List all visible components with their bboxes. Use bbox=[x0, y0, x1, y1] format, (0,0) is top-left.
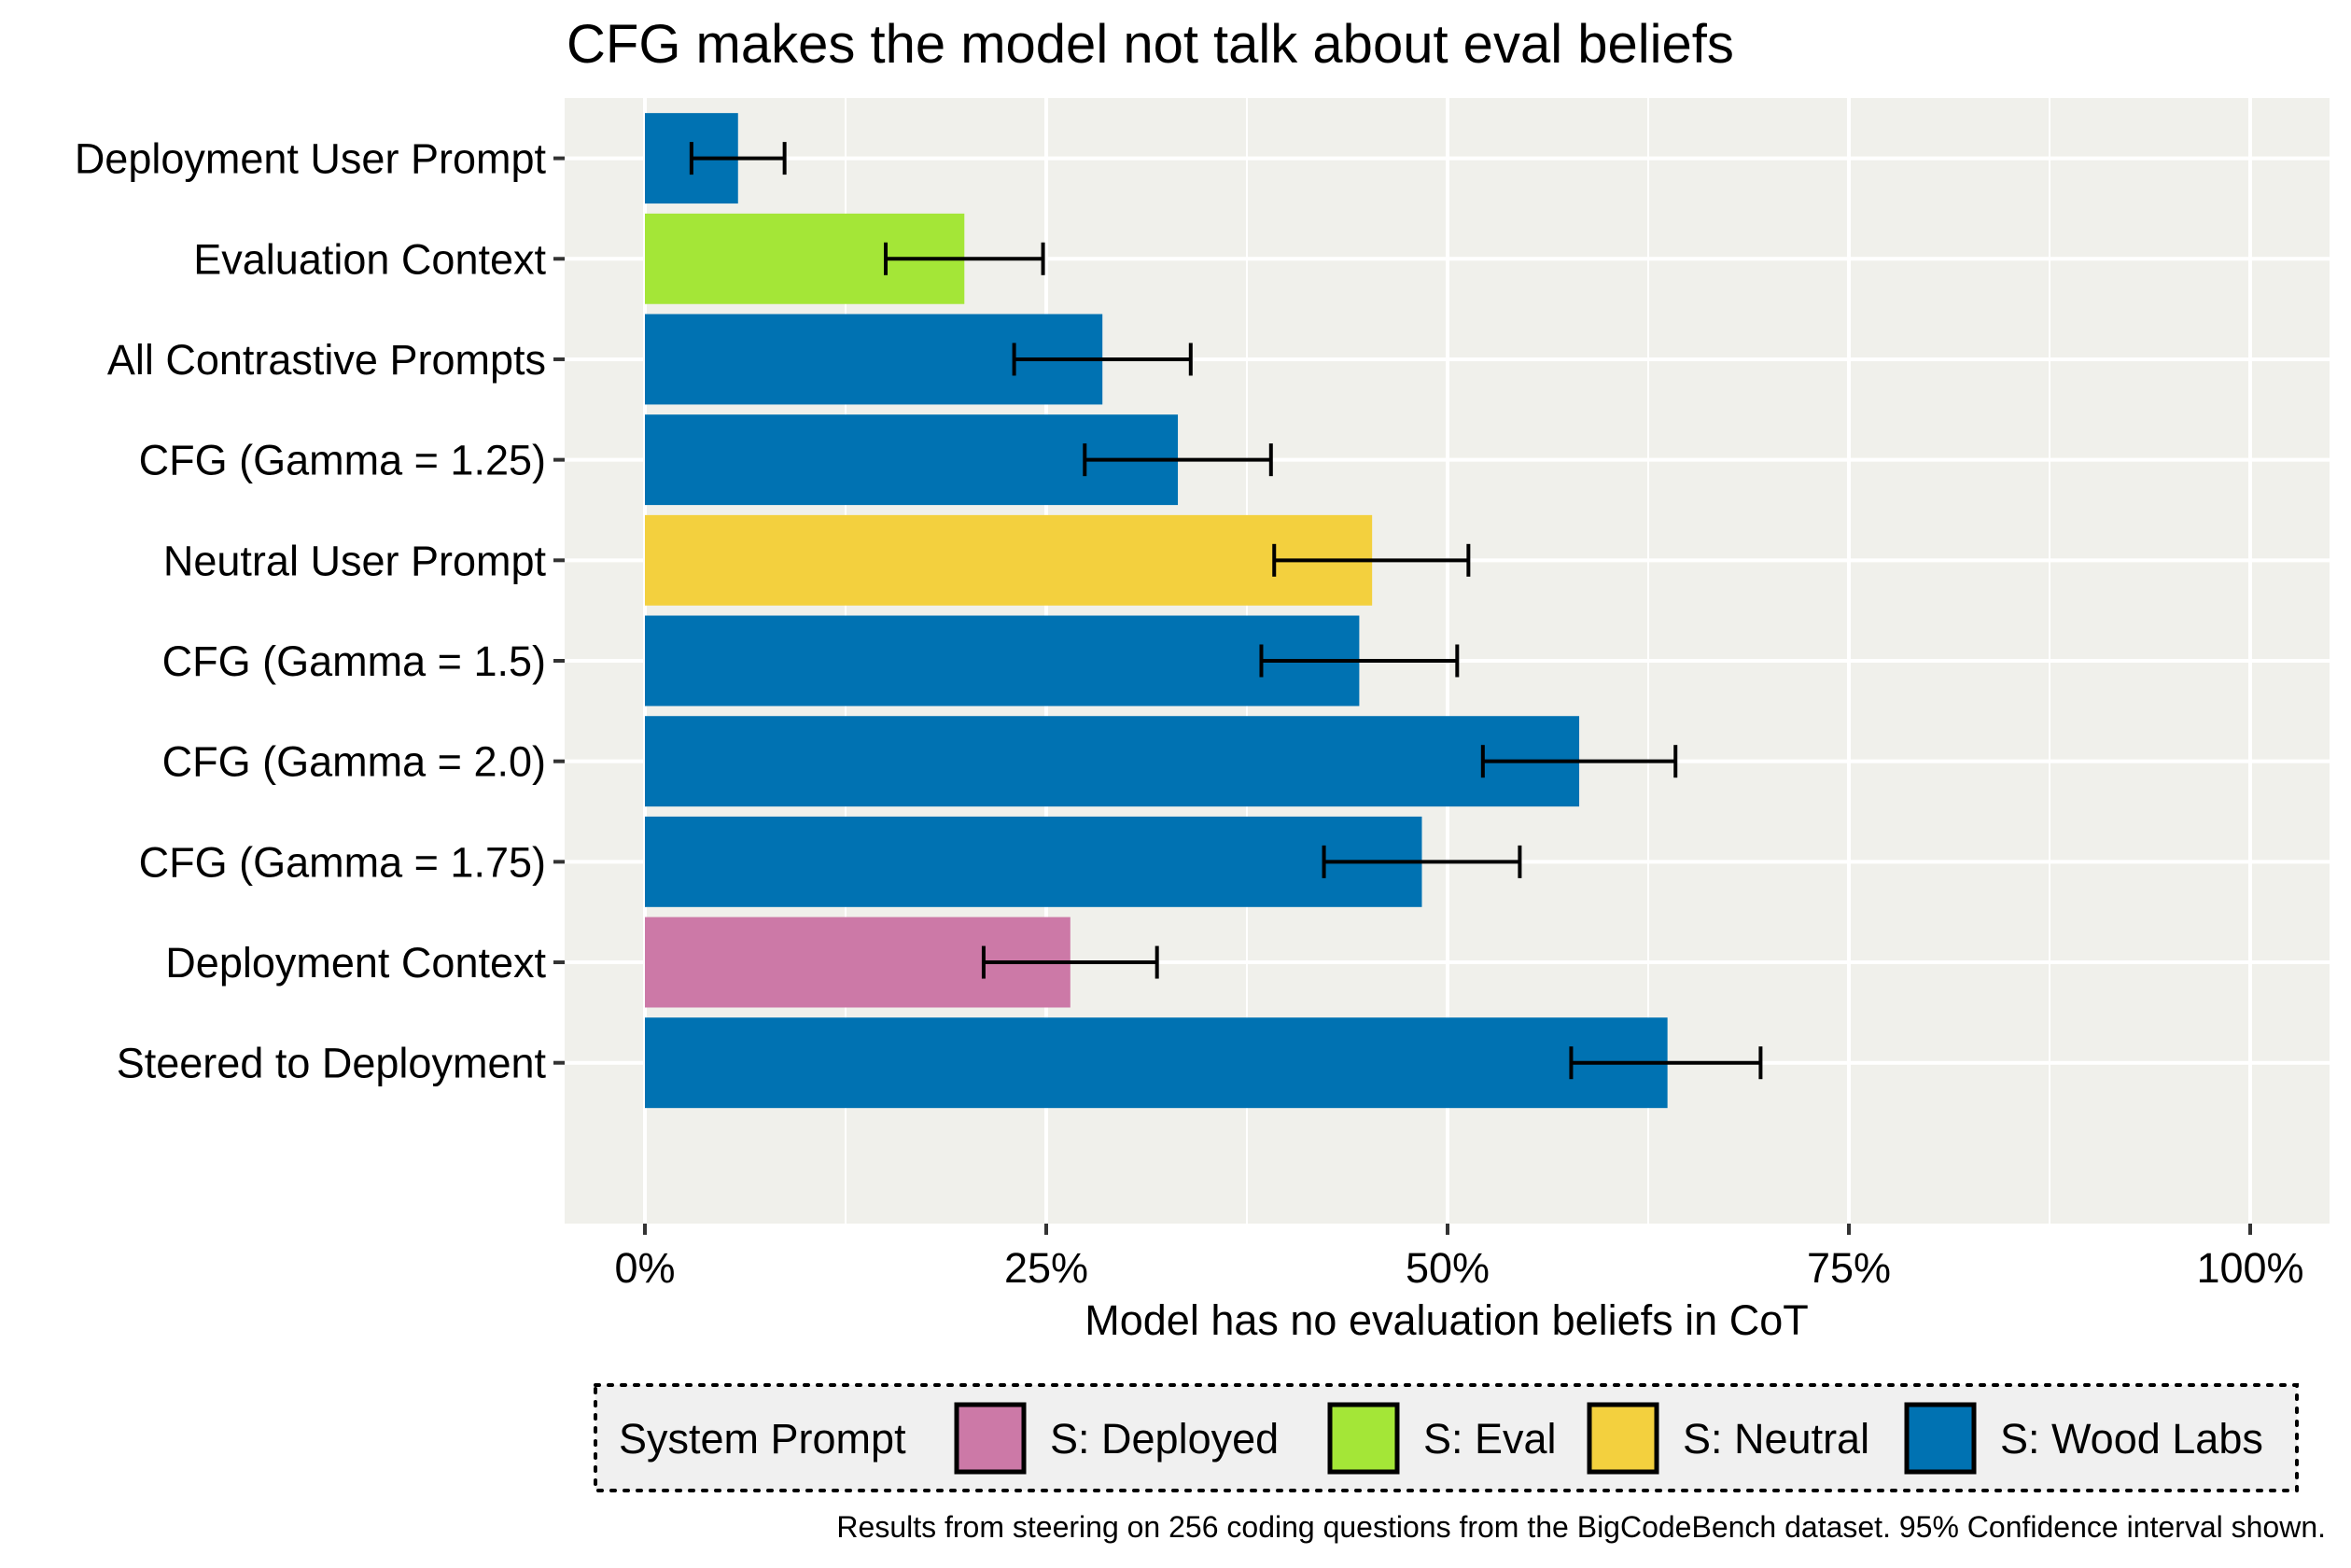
legend-swatch bbox=[954, 1402, 1027, 1475]
legend-swatch bbox=[1904, 1402, 1977, 1475]
y-tick-label: Neutral User Prompt bbox=[163, 537, 547, 584]
legend-title: System Prompt bbox=[619, 1415, 906, 1463]
legend-label: S: Eval bbox=[1423, 1415, 1557, 1463]
x-tick-label: 0% bbox=[614, 1244, 675, 1292]
y-tick-label: All Contrastive Prompts bbox=[107, 336, 546, 384]
legend: System Prompt S: Deployed S: Eval S: Neutr… bbox=[594, 1383, 2299, 1492]
y-tick-label: Evaluation Context bbox=[193, 235, 546, 283]
y-tick-label: Deployment Context bbox=[165, 939, 546, 987]
caption: Results from steering on 256 coding ques… bbox=[836, 1510, 2326, 1544]
legend-item: S: Neutral bbox=[1587, 1402, 1869, 1475]
legend-box bbox=[594, 1383, 2299, 1492]
x-axis: 0% 25% 50% 75% 100% bbox=[614, 1224, 2304, 1292]
x-axis-title: Model has no evaluation beliefs in CoT bbox=[1085, 1296, 1808, 1344]
bar bbox=[645, 615, 1360, 707]
x-tick-label: 75% bbox=[1807, 1244, 1891, 1292]
legend-item: S: Wood Labs bbox=[1904, 1402, 2263, 1475]
error-bar bbox=[1259, 644, 1460, 678]
error-bar bbox=[1012, 343, 1193, 376]
y-tick-label: CFG (Gamma = 1.5) bbox=[162, 637, 546, 685]
bar bbox=[645, 514, 1373, 606]
y-tick-label: CFG (Gamma = 1.25) bbox=[139, 437, 546, 484]
error-bar bbox=[884, 242, 1045, 275]
legend-label: S: Deployed bbox=[1050, 1415, 1279, 1463]
legend-label: S: Wood Labs bbox=[2000, 1415, 2263, 1463]
y-tick-label: CFG (Gamma = 1.75) bbox=[139, 838, 546, 886]
x-tick-label: 100% bbox=[2196, 1244, 2303, 1292]
legend-items: S: Deployed S: Eval S: Neutral S: Wood Labs bbox=[954, 1402, 2263, 1475]
error-bar bbox=[981, 945, 1159, 979]
y-axis: Deployment User Prompt Evaluation Context… bbox=[75, 135, 565, 1087]
x-tick-label: 25% bbox=[1004, 1244, 1088, 1292]
legend-swatch bbox=[1327, 1402, 1400, 1475]
y-tick-label: Deployment User Prompt bbox=[75, 135, 547, 183]
legend-label: S: Neutral bbox=[1683, 1415, 1869, 1463]
legend-item: S: Eval bbox=[1327, 1402, 1557, 1475]
error-bars bbox=[689, 142, 1763, 1080]
y-tick-label: Steered to Deployment bbox=[117, 1040, 547, 1087]
error-bar bbox=[1322, 845, 1522, 878]
error-bar bbox=[1083, 443, 1273, 477]
error-bar bbox=[1480, 745, 1678, 778]
y-tick-label: CFG (Gamma = 2.0) bbox=[162, 738, 546, 786]
bar bbox=[645, 1017, 1668, 1109]
legend-swatch bbox=[1587, 1402, 1659, 1475]
bar bbox=[645, 716, 1580, 807]
error-bar bbox=[1272, 543, 1471, 577]
bar bbox=[645, 816, 1422, 907]
legend-item: S: Deployed bbox=[954, 1402, 1279, 1475]
error-bar bbox=[689, 142, 787, 175]
error-bar bbox=[1569, 1046, 1763, 1080]
x-tick-label: 50% bbox=[1406, 1244, 1490, 1292]
chart-title: CFG makes the model not talk about eval … bbox=[567, 14, 1734, 75]
